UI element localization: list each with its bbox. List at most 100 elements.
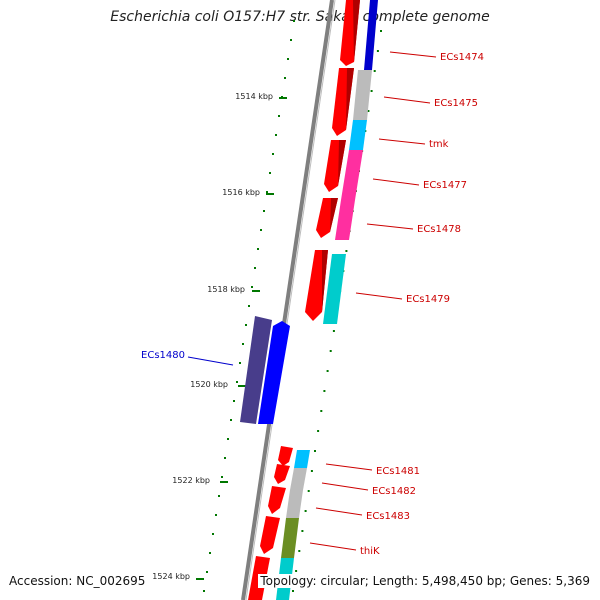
gc-dot [260,229,262,231]
gc-dot [292,590,294,592]
label-ecs1475[interactable]: ECs1475 [383,96,478,109]
gc-dot [269,172,271,174]
accession-label: Accession: NC_002695 [9,574,146,588]
map-title: Escherichia coli O157:H7 str. Sakai, com… [110,9,490,25]
gene-feature-ecs1483[interactable] [268,486,286,514]
tick-label: 1520 kbp [190,380,228,389]
gene-label: ECs1483 [366,511,410,522]
gene-feature-tmk[interactable] [324,140,346,192]
cog-block-teal-1479 [323,254,346,324]
gc-dot [307,490,310,492]
gc-dot [287,58,289,60]
gc-dot [314,450,316,452]
label-thik[interactable]: thiK [309,542,380,557]
gc-dot [275,134,277,136]
gene-feature-ecs1480[interactable] [240,316,290,424]
label-ecs1478[interactable]: ECs1478 [366,223,461,235]
gc-dot [266,191,268,193]
gc-dot [233,400,235,402]
gc-dot [367,110,370,112]
gene-feature-thik[interactable] [260,516,280,554]
gene-label: ECs1478 [417,224,461,235]
gc-dot [373,70,376,72]
gc-dot [278,115,280,117]
gene-feature-ecs1478[interactable] [316,198,338,238]
gc-dot [320,410,323,412]
tick-label: 1514 kbp [235,92,273,101]
cog-block-gray-1482 [290,468,307,490]
tick-1522: 1522 kbp [172,476,228,485]
gene-label: ECs1475 [434,98,478,109]
gc-dot [310,470,313,472]
label-ecs1483[interactable]: ECs1483 [315,507,410,522]
gene-label: ECs1479 [406,294,450,305]
cog-block-magenta-1478 [335,200,355,240]
gc-dot [317,430,320,432]
gc-dot [263,210,265,212]
gc-dot [304,510,307,512]
gc-dot [221,476,223,478]
gc-dot [242,343,244,345]
gc-dot [329,350,332,352]
tick-label: 1522 kbp [172,476,210,485]
gc-dot [206,571,208,573]
label-ecs1480[interactable]: ECs1480 [141,350,234,366]
gene-label: ECs1477 [423,180,467,191]
cog-block-cyan-1481 [294,450,310,468]
gc-skew-track-left [203,20,295,592]
tick-label: 1516 kbp [222,188,260,197]
genome-backbone [241,0,334,600]
label-ecs1481[interactable]: ECs1481 [325,463,420,477]
gc-dot [227,438,229,440]
gc-dot [290,39,292,41]
cog-block-cyan-tmk [349,120,367,150]
gc-dot [236,381,238,383]
cog-block-gray-1475 [353,70,372,120]
gc-dot [218,495,220,497]
gc-dot [345,250,348,252]
gene-label: tmk [429,139,449,150]
tick-1514: 1514 kbp [235,92,287,101]
gene-label: thiK [360,546,380,557]
gene-feature-ecs1475[interactable] [332,68,354,136]
cog-block-olive-thik [281,518,299,558]
gc-dot [326,370,329,372]
gc-dot [293,20,295,22]
label-ecs1477[interactable]: ECs1477 [372,178,467,191]
gene-label: ECs1481 [376,466,420,477]
tick-1520: 1520 kbp [190,380,246,389]
gc-dot [230,419,232,421]
label-ecs1479[interactable]: ECs1479 [355,292,450,305]
gc-dot [380,30,382,32]
label-ecs1474[interactable]: ECs1474 [389,51,484,63]
gene-label: ECs1474 [440,52,484,63]
gc-dot [248,305,250,307]
tick-label: 1518 kbp [207,285,245,294]
gene-label: ECs1480 [141,350,185,361]
gc-dot [257,248,259,250]
gene-label: ECs1482 [372,486,416,497]
gene-feature-ecs1482[interactable] [274,464,290,484]
gc-dot [212,533,214,535]
gc-dot [254,267,256,269]
gc-dot [370,90,373,92]
label-tmk[interactable]: tmk [378,138,449,150]
gc-dot [224,457,226,459]
gc-dot [323,390,326,392]
gc-dot [215,514,217,516]
gc-dot [251,286,253,288]
gene-feature-ecs1474[interactable] [340,0,360,66]
gc-dot [239,362,241,364]
gc-dot [245,324,247,326]
tick-1518: 1518 kbp [207,285,260,294]
cog-block-gray-1483 [286,490,303,518]
gene-feature-ecs1479[interactable] [305,250,328,321]
gc-dot [284,77,286,79]
gc-dot [301,530,304,532]
genome-backbone-shadow [245,0,336,600]
gene-feature-ecs1481[interactable] [278,446,293,466]
tick-label: 1524 kbp [152,572,190,581]
gc-dot [209,552,211,554]
label-ecs1482[interactable]: ECs1482 [321,482,416,497]
